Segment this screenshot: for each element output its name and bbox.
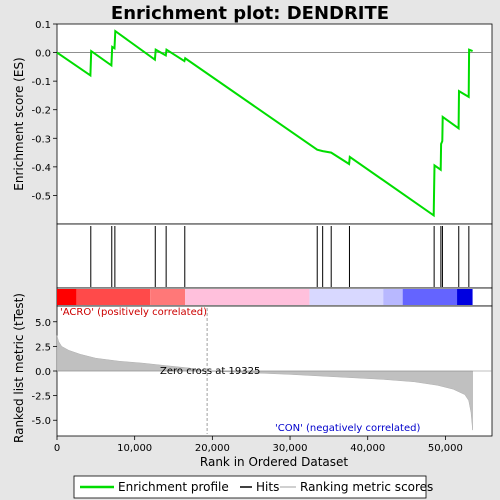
legend-hits-label: Hits [256, 480, 279, 494]
x-tick-label: 50,000 [428, 443, 463, 454]
x-tick-label: 40,000 [350, 443, 385, 454]
chart-title: Enrichment plot: DENDRITE [111, 3, 389, 24]
metric-layer [56, 308, 492, 434]
metric-axis-label: Ranked list metric (tTest) [12, 293, 26, 443]
es-y-tick-label: -0.2 [31, 106, 51, 117]
hits-layer [90, 226, 470, 287]
band-segment [150, 289, 186, 305]
metric-y-tick-label: 5.0 [35, 318, 51, 329]
correlation-band-layer [57, 289, 473, 305]
x-axis-label: Rank in Ordered Dataset [200, 455, 348, 469]
metric-y-tick-label: 0.0 [35, 367, 51, 378]
metric-y-tick-label: -5.0 [31, 416, 51, 427]
x-tick-label: 30,000 [273, 443, 308, 454]
es-y-tick-label: -0.3 [31, 134, 51, 145]
positive-correlation-label: 'ACRO' (positively correlated) [60, 307, 207, 318]
negative-correlation-label: 'CON' (negatively correlated) [275, 423, 420, 434]
es-y-tick-label: 0.1 [35, 20, 51, 31]
es-y-tick-label: 0.0 [35, 49, 51, 60]
band-segment [185, 289, 310, 305]
enrichment-profile-layer [56, 29, 473, 218]
es-y-tick-label: -0.5 [31, 191, 51, 202]
es-y-tick-label: -0.4 [31, 163, 51, 174]
band-segment [383, 289, 403, 305]
legend-enrichment-label: Enrichment profile [118, 480, 229, 494]
band-segment [309, 289, 384, 305]
x-tick-label: 0 [54, 443, 60, 454]
band-segment [76, 289, 151, 305]
hits-panel [56, 223, 493, 289]
band-segment [457, 289, 473, 305]
es-axis-label: Enrichment score (ES) [12, 57, 26, 190]
zero-cross-label: Zero cross at 19325 [160, 366, 260, 377]
es-y-tick-label: -0.1 [31, 77, 51, 88]
legend-metric-label: Ranking metric scores [300, 480, 433, 494]
enrichment-profile-line [56, 29, 473, 218]
es-panel [56, 23, 493, 225]
metric-area [56, 335, 473, 431]
x-tick-label: 20,000 [195, 443, 230, 454]
x-tick-label: 10,000 [117, 443, 152, 454]
band-segment [402, 289, 458, 305]
metric-y-tick-label: -2.5 [31, 392, 51, 403]
band-segment [57, 289, 77, 305]
metric-y-tick-label: 2.5 [35, 342, 51, 353]
